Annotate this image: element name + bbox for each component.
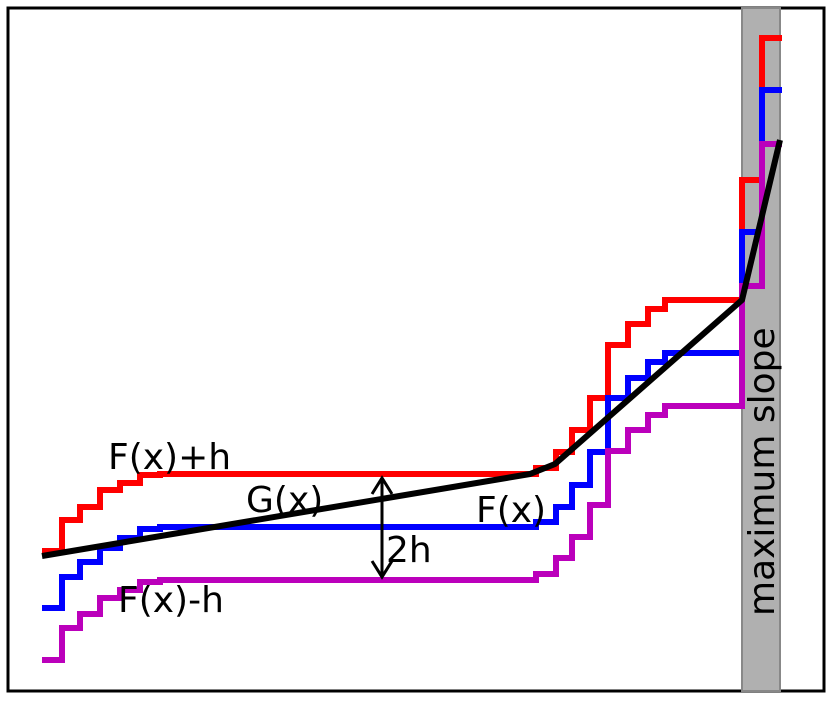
two-h-arrow — [370, 475, 394, 580]
f-label: F(x) — [476, 490, 546, 531]
f-plus-h-curve — [42, 35, 782, 554]
g-label: G(x) — [246, 480, 323, 521]
f-plus-h-label: F(x)+h — [108, 437, 231, 478]
f-curve — [42, 87, 782, 611]
g-curve — [41, 139, 783, 559]
two-h-label: 2h — [386, 530, 432, 571]
f-minus-h-label: F(x)-h — [118, 580, 224, 621]
f-minus-h-curve — [42, 141, 782, 663]
maximum-slope-label: maximum slope — [742, 327, 783, 616]
